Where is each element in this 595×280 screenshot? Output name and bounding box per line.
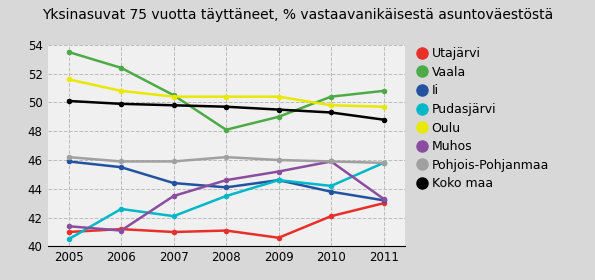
Koko maa: [327, 111, 334, 114]
Muhos: [380, 197, 387, 200]
Pudasjärvi: [65, 237, 72, 241]
Oulu: [327, 104, 334, 107]
Muhos: [275, 170, 282, 173]
Pohjois-Pohjanmaa: [275, 158, 282, 162]
Pohjois-Pohjanmaa: [170, 160, 177, 163]
Oulu: [65, 78, 72, 81]
Pohjois-Pohjanmaa: [327, 160, 334, 163]
Utajärvi: [223, 229, 230, 232]
Pudasjärvi: [170, 214, 177, 218]
Vaala: [380, 89, 387, 93]
Muhos: [327, 160, 334, 163]
Koko maa: [118, 102, 125, 106]
Pudasjärvi: [118, 207, 125, 211]
Line: Oulu: Oulu: [66, 77, 386, 109]
Muhos: [223, 178, 230, 182]
Pudasjärvi: [327, 184, 334, 188]
Muhos: [170, 194, 177, 198]
Pudasjärvi: [275, 178, 282, 182]
Line: Vaala: Vaala: [66, 49, 386, 132]
Pohjois-Pohjanmaa: [65, 155, 72, 159]
Koko maa: [65, 99, 72, 103]
Pudasjärvi: [380, 161, 387, 165]
Oulu: [170, 95, 177, 98]
Vaala: [118, 66, 125, 69]
Ii: [380, 199, 387, 202]
Ii: [118, 165, 125, 169]
Oulu: [118, 89, 125, 93]
Line: Pohjois-Pohjanmaa: Pohjois-Pohjanmaa: [66, 154, 386, 166]
Utajärvi: [327, 214, 334, 218]
Oulu: [223, 95, 230, 98]
Koko maa: [170, 104, 177, 107]
Ii: [275, 178, 282, 182]
Koko maa: [380, 118, 387, 121]
Utajärvi: [275, 236, 282, 239]
Pudasjärvi: [223, 194, 230, 198]
Vaala: [223, 128, 230, 131]
Ii: [65, 160, 72, 163]
Koko maa: [275, 108, 282, 111]
Line: Koko maa: Koko maa: [66, 98, 386, 122]
Vaala: [170, 94, 177, 97]
Oulu: [380, 105, 387, 108]
Oulu: [275, 95, 282, 98]
Utajärvi: [65, 230, 72, 234]
Line: Pudasjärvi: Pudasjärvi: [66, 160, 386, 242]
Koko maa: [223, 105, 230, 108]
Utajärvi: [380, 202, 387, 205]
Vaala: [65, 50, 72, 54]
Line: Muhos: Muhos: [66, 159, 386, 233]
Muhos: [65, 225, 72, 228]
Pohjois-Pohjanmaa: [223, 155, 230, 159]
Ii: [223, 186, 230, 189]
Muhos: [118, 229, 125, 232]
Line: Utajärvi: Utajärvi: [66, 200, 386, 241]
Vaala: [275, 115, 282, 118]
Vaala: [327, 95, 334, 98]
Utajärvi: [118, 227, 125, 231]
Legend: Utajärvi, Vaala, Ii, Pudasjärvi, Oulu, Muhos, Pohjois-Pohjanmaa, Koko maa: Utajärvi, Vaala, Ii, Pudasjärvi, Oulu, M…: [422, 47, 549, 190]
Ii: [170, 181, 177, 185]
Utajärvi: [170, 230, 177, 234]
Line: Ii: Ii: [66, 159, 386, 203]
Pohjois-Pohjanmaa: [118, 160, 125, 163]
Pohjois-Pohjanmaa: [380, 161, 387, 165]
Ii: [327, 190, 334, 193]
Text: Yksinasuvat 75 vuotta täyttäneet, % vastaavanikäisestä asuntoväestöstä: Yksinasuvat 75 vuotta täyttäneet, % vast…: [42, 8, 553, 22]
